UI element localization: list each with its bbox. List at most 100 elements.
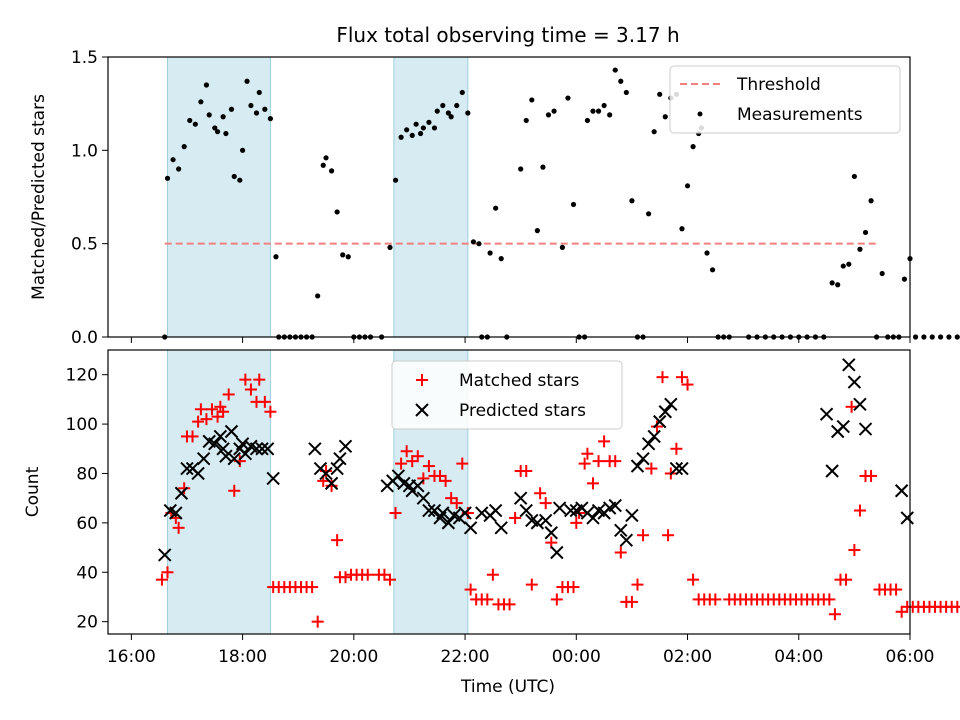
- measurement-point: [529, 97, 535, 103]
- cross-b: [525, 513, 539, 528]
- cross-b: [333, 451, 347, 466]
- legend-predicted-swatch: [415, 403, 429, 417]
- predicted-star-point: [586, 511, 600, 525]
- measurement-point: [459, 89, 465, 96]
- matched-star-point: [614, 546, 627, 559]
- predicted-star-point: [319, 466, 333, 481]
- predicted-star-point: [647, 429, 661, 444]
- measurement-point: [237, 177, 243, 183]
- cross-b: [208, 437, 222, 451]
- cross-b: [586, 511, 600, 525]
- predicted-star-point: [266, 471, 280, 486]
- matched-star-point: [222, 388, 235, 401]
- measurement-point: [256, 89, 262, 96]
- measurement-point: [465, 110, 471, 116]
- measurement-point: [345, 254, 351, 260]
- matched-star-point: [848, 544, 861, 557]
- cross-b: [664, 397, 678, 412]
- predicted-star-point: [330, 461, 344, 476]
- matched-star-point: [625, 595, 638, 608]
- cross-b: [669, 461, 684, 476]
- predicted-star-point: [636, 451, 650, 466]
- predicted-star-point: [249, 442, 264, 456]
- matched-star-point: [567, 581, 580, 594]
- predicted-star-point: [658, 405, 672, 419]
- measurement-point: [470, 239, 477, 245]
- measurement-point: [244, 78, 250, 84]
- legend-matched-label: Matched stars: [459, 371, 579, 391]
- cross-b: [858, 422, 873, 436]
- cross-b: [180, 461, 194, 476]
- x-tick-label: 02:00: [663, 647, 712, 667]
- top-y-axis-label: Matched/Predicted stars: [29, 94, 49, 300]
- matched-star-point: [258, 395, 271, 408]
- matched-star-point: [592, 455, 605, 468]
- measurement-point: [223, 130, 229, 137]
- predicted-star-point: [441, 516, 456, 530]
- matched-star-point: [361, 568, 374, 581]
- cross-b: [169, 506, 183, 520]
- y-tick-label: 40: [76, 563, 98, 583]
- predicted-star-point: [544, 526, 558, 540]
- matched-star-point: [709, 593, 722, 606]
- measurement-points: [162, 67, 960, 340]
- measurement-point: [868, 198, 874, 204]
- predicted-star-point: [422, 503, 436, 518]
- measurement-point: [846, 261, 852, 267]
- matched-star-point: [325, 479, 338, 492]
- measurement-point: [595, 108, 602, 114]
- count-panel: 20 40 60 80 100 120 16:00 18:00 20:00 22:00 00:00…: [23, 349, 960, 697]
- matched-star-point: [450, 497, 463, 510]
- cross-b: [227, 451, 241, 466]
- cross-b: [519, 503, 533, 518]
- matched-star-point: [389, 506, 402, 519]
- matched-star-point: [395, 457, 408, 470]
- cross-b: [436, 506, 450, 520]
- cross-b: [308, 442, 322, 456]
- measurement-point: [851, 173, 857, 180]
- measurement-point: [454, 102, 460, 109]
- measurement-point: [937, 334, 944, 340]
- measurement-point: [559, 244, 565, 250]
- matched-star-point: [264, 405, 277, 418]
- predicted-star-point: [463, 521, 478, 535]
- predicted-star-point: [894, 484, 909, 498]
- matched-star-point: [650, 420, 663, 433]
- legend-predicted-label: Predicted stars: [459, 401, 586, 421]
- cross-b: [463, 521, 478, 535]
- measurement-point: [404, 127, 410, 133]
- measurement-point: [534, 228, 540, 234]
- measurement-point: [540, 164, 546, 170]
- y-tick-label: 80: [76, 464, 98, 484]
- cross-b: [647, 429, 661, 444]
- predicted-star-point: [564, 503, 578, 518]
- measurement-point: [607, 112, 613, 118]
- measurement-point: [203, 82, 210, 88]
- measurement-point: [420, 125, 426, 131]
- measurement-point: [921, 334, 927, 340]
- cross-b: [422, 503, 436, 518]
- y-tick-label: 60: [76, 514, 98, 534]
- measurement-point: [584, 117, 591, 124]
- measurement-point: [476, 241, 482, 247]
- cross-b: [397, 476, 411, 491]
- y-tick-label: 0.5: [71, 235, 98, 255]
- measurement-point: [709, 267, 716, 273]
- matched-star-point: [681, 378, 694, 391]
- matched-star-point: [253, 373, 266, 386]
- predicted-star-point: [255, 442, 269, 456]
- predicted-star-point: [260, 442, 275, 456]
- cross-b: [825, 464, 839, 478]
- measurement-point: [612, 67, 618, 73]
- top-legend: Threshold Measurements: [669, 65, 901, 134]
- x-tick-label: 18:00: [218, 647, 267, 667]
- measurement-point: [570, 201, 577, 208]
- cross-b: [539, 513, 553, 528]
- measurement-point: [829, 280, 835, 286]
- predicted-star-point: [494, 521, 508, 535]
- predicted-star-point: [619, 533, 634, 547]
- predicted-star-point: [630, 459, 645, 473]
- cross-b: [900, 511, 914, 525]
- predicted-star-point: [625, 508, 639, 523]
- measurement-point: [239, 147, 246, 153]
